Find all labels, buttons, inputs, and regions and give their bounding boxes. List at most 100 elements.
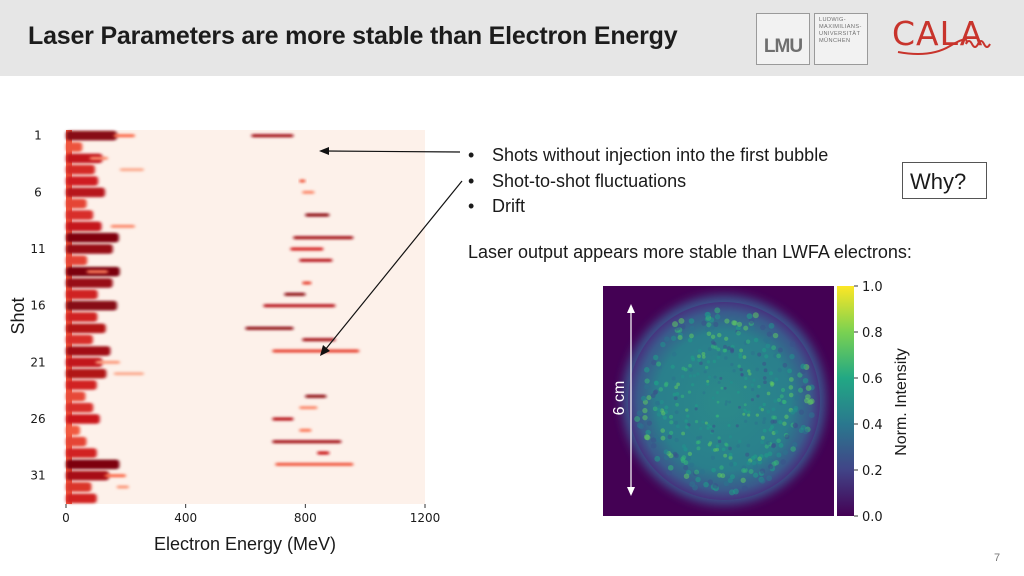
beam-speckle (782, 362, 788, 368)
beam-speckle (676, 382, 680, 387)
spectrum-streak (299, 428, 312, 432)
low-energy-shot-mark (66, 493, 97, 504)
arrow-head-icon (320, 345, 330, 356)
beam-speckle (770, 443, 776, 449)
beam-speckle (688, 374, 693, 378)
bullet-marker: • (468, 196, 475, 216)
beam-speckle (645, 429, 651, 436)
beam-speckle (651, 360, 657, 366)
beam-speckle (706, 331, 712, 337)
spectrum-streak (284, 292, 306, 296)
colorbar-tick-label: 0.6 (862, 372, 883, 387)
beam-speckle (777, 367, 782, 373)
beam-speckle (767, 451, 773, 457)
beam-speckle (671, 376, 676, 381)
why-box: Why? (902, 162, 987, 199)
beam-speckle (762, 402, 766, 407)
slide-title: Laser Parameters are more stable than El… (28, 22, 678, 50)
spectrum-streak (89, 156, 108, 160)
beam-speckle (771, 407, 776, 412)
beam-speckle (773, 460, 780, 466)
beam-speckle (688, 318, 695, 324)
x-tick-label: 400 (174, 511, 197, 525)
beam-speckle (762, 417, 767, 421)
beam-speckle (740, 372, 744, 377)
low-energy-shot-mark (66, 414, 100, 424)
beam-speckle (686, 414, 690, 418)
low-energy-shot-mark (66, 323, 106, 334)
colorbar (837, 286, 854, 516)
laser-note: Laser output appears more stable than LW… (468, 242, 912, 262)
beam-speckle (634, 416, 641, 422)
lmu-name-line: MÜNCHEN (819, 38, 851, 44)
low-energy-shot-mark (66, 153, 103, 164)
beam-speckle (723, 480, 729, 487)
low-energy-shot-mark (66, 312, 98, 322)
beam-speckle (686, 456, 691, 461)
beam-speckle (663, 454, 670, 461)
beam-speckle (653, 389, 659, 395)
beam-speckle (699, 426, 703, 431)
beam-speckle (749, 325, 755, 331)
beam-speckle (701, 352, 706, 356)
low-energy-shot-mark (66, 130, 117, 141)
y-tick-label: 6 (34, 185, 42, 199)
beam-speckle (697, 348, 702, 353)
beam-speckle (687, 390, 692, 394)
beam-speckle (698, 435, 703, 439)
spectrum-streak (302, 190, 315, 194)
beam-speckle (704, 311, 711, 318)
beam-speckle (731, 320, 737, 326)
spectrum-streak (302, 338, 336, 342)
beam-speckle (753, 337, 759, 343)
beam-speckle (674, 437, 679, 443)
spectrum-streak (299, 258, 333, 262)
colorbar-tick-label: 0.8 (862, 326, 883, 341)
beam-speckle (739, 367, 743, 372)
y-tick-label: 1 (34, 129, 42, 143)
spectrum-streak (305, 213, 330, 217)
beam-speckle (687, 337, 693, 343)
beam-speckle (694, 407, 698, 411)
beam-speckle (678, 317, 685, 324)
beam-speckle (808, 412, 815, 419)
beam-speckle (694, 420, 699, 424)
beam-speckle (748, 372, 752, 376)
beam-speckle (725, 400, 728, 404)
beam-speckle (723, 344, 727, 349)
beam-speckle (702, 391, 706, 395)
beam-speckle (762, 420, 766, 425)
beam-speckle (757, 384, 761, 389)
beam-speckle (793, 423, 799, 429)
arrow-line (324, 150, 461, 153)
beam-speckle (705, 365, 709, 370)
low-energy-shot-mark (66, 470, 109, 481)
spectrum-streak (317, 451, 330, 455)
spectrum-streak (272, 417, 294, 421)
beam-speckle (673, 453, 679, 459)
beam-speckle (729, 462, 734, 467)
cala-logo-text: CALA (892, 14, 984, 53)
beam-speckle (738, 405, 741, 409)
beam-speckle (715, 444, 720, 448)
beam-speckle (782, 421, 787, 426)
beam-speckle (781, 399, 786, 404)
spectrum-streak (305, 394, 327, 398)
bullet-item: • Shots without injection into the first … (466, 143, 828, 169)
beam-speckle (666, 469, 672, 476)
beam-speckle (727, 423, 731, 427)
lmu-logo: LMU (756, 13, 810, 65)
beam-speckle (732, 369, 736, 373)
beam-speckle (744, 410, 748, 414)
beam-speckle (741, 468, 746, 473)
beam-speckle (766, 409, 771, 414)
beam-speckle (654, 455, 661, 462)
colorbar-tick-label: 0.2 (862, 464, 883, 479)
spectrum-streak (119, 168, 144, 172)
beam-speckle (675, 391, 680, 396)
beam-speckle (771, 415, 776, 420)
beam-speckle (706, 322, 712, 328)
beam-speckle (784, 414, 789, 419)
